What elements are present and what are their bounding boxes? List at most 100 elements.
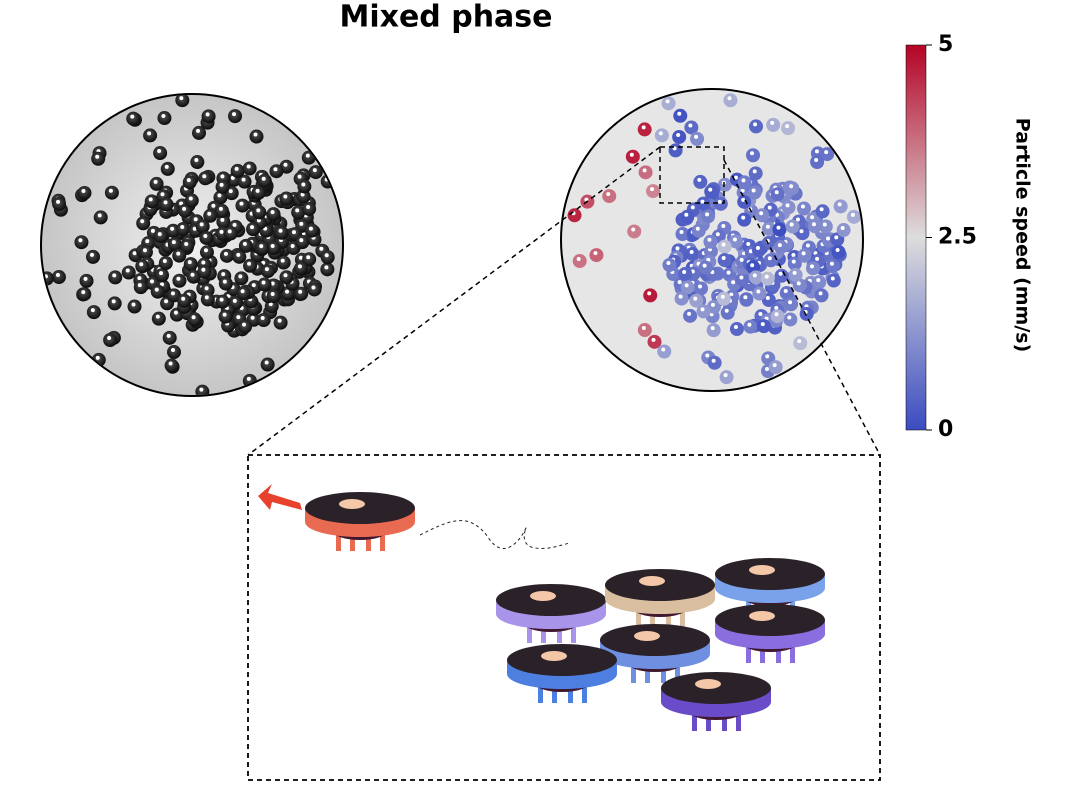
highlight <box>753 122 758 127</box>
highlight <box>759 211 764 216</box>
particle <box>774 268 789 283</box>
particle <box>739 292 754 307</box>
particle <box>301 150 316 165</box>
particle <box>214 203 229 218</box>
highlight <box>81 290 86 295</box>
highlight <box>125 268 130 273</box>
highlight <box>218 206 223 211</box>
particle <box>108 270 123 285</box>
robot-leg <box>538 675 543 703</box>
particle <box>675 227 690 242</box>
highlight <box>765 354 770 359</box>
particle <box>717 177 732 192</box>
highlight <box>176 276 181 281</box>
particle <box>717 253 732 268</box>
highlight <box>837 202 842 207</box>
highlight <box>785 124 790 129</box>
highlight <box>765 296 770 301</box>
highlight <box>810 264 815 269</box>
particle <box>297 179 312 194</box>
highlight <box>684 283 689 288</box>
particle <box>749 119 764 134</box>
particle <box>723 93 738 108</box>
particle <box>589 248 604 263</box>
particle <box>698 260 713 275</box>
particle <box>197 264 212 279</box>
particle <box>815 204 830 219</box>
highlight <box>179 201 184 206</box>
particle <box>143 128 158 143</box>
highlight <box>107 336 112 341</box>
highlight <box>717 199 722 204</box>
particle <box>806 261 821 276</box>
particle <box>153 146 168 161</box>
highlight <box>678 294 683 299</box>
highlight <box>741 178 746 183</box>
highlight <box>297 174 302 179</box>
highlight <box>108 188 113 193</box>
particle <box>320 174 335 189</box>
particle <box>307 282 322 297</box>
particle <box>707 355 722 370</box>
particle <box>219 248 234 263</box>
particle <box>232 249 247 264</box>
highlight <box>55 273 60 278</box>
highlight <box>278 228 283 233</box>
highlight <box>201 267 206 272</box>
particle <box>86 249 101 264</box>
highlight <box>171 348 176 353</box>
colorbar-tick-label: 5 <box>938 32 953 57</box>
particle <box>690 131 705 146</box>
particle <box>661 96 676 111</box>
robot-light <box>749 565 775 575</box>
colorbar-tick-label: 0 <box>938 417 953 442</box>
highlight <box>818 291 823 296</box>
highlight <box>159 271 164 276</box>
particle <box>249 129 264 144</box>
robot-top <box>496 584 606 616</box>
particle <box>86 305 101 320</box>
particle <box>747 185 762 200</box>
highlight <box>641 326 646 331</box>
particle <box>696 304 711 319</box>
highlight <box>721 242 726 247</box>
highlight <box>166 333 171 338</box>
robot-leg <box>636 600 641 628</box>
highlight <box>830 276 835 281</box>
robot-leg <box>790 635 795 663</box>
highlight <box>83 276 88 281</box>
particle <box>567 208 582 223</box>
particle <box>276 255 291 270</box>
particle <box>236 286 251 301</box>
robot-top <box>661 672 771 704</box>
particle <box>647 334 662 349</box>
highlight <box>264 360 269 365</box>
highlight <box>95 154 100 159</box>
highlight <box>324 265 329 270</box>
particle <box>269 164 284 179</box>
highlight <box>139 262 144 267</box>
highlight <box>815 256 820 261</box>
particle <box>797 248 812 263</box>
particle <box>150 284 165 299</box>
particle <box>826 273 841 288</box>
highlight <box>777 243 782 248</box>
highlight <box>651 337 656 342</box>
particle <box>228 109 243 124</box>
particle <box>234 271 249 286</box>
highlight <box>721 223 726 228</box>
highlight <box>650 187 655 192</box>
particle <box>304 223 319 238</box>
highlight <box>710 326 715 331</box>
particle <box>785 219 800 234</box>
particle <box>320 250 335 265</box>
highlight <box>202 174 207 179</box>
highlight <box>259 244 264 249</box>
highlight <box>157 149 162 154</box>
zoom-box <box>659 146 725 204</box>
particle <box>704 184 719 199</box>
highlight <box>131 302 136 307</box>
highlight <box>772 363 777 368</box>
highlight <box>280 258 285 263</box>
